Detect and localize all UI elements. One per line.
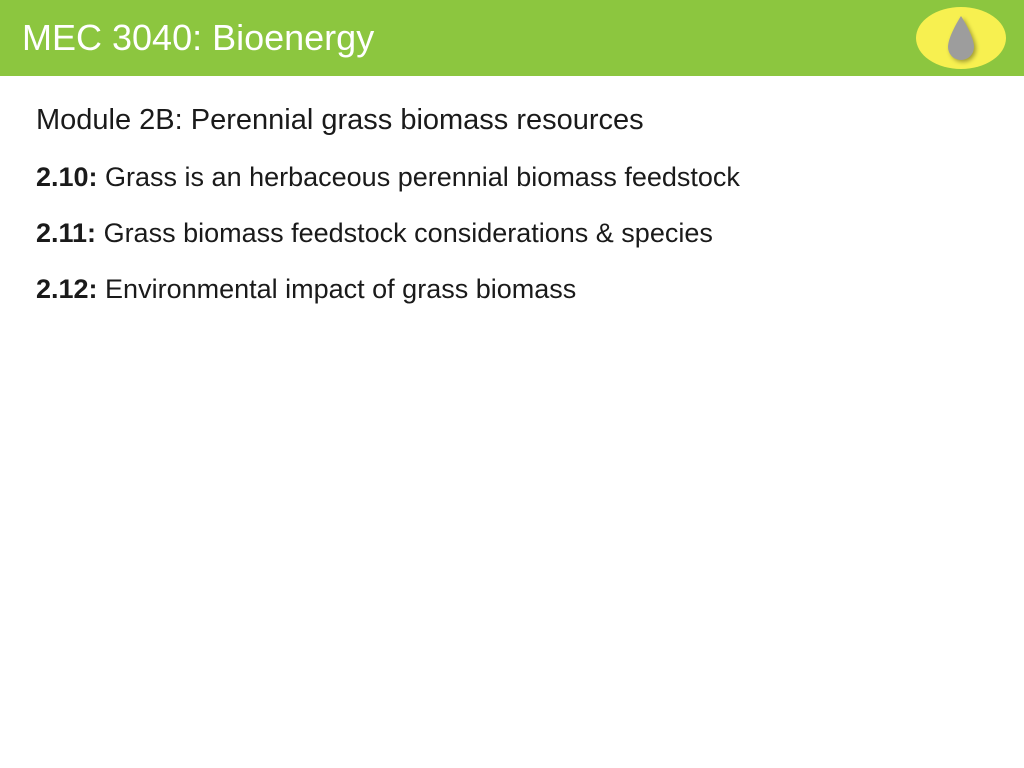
- topic-number: 2.11:: [36, 218, 96, 248]
- topic-item: 2.11: Grass biomass feedstock considerat…: [36, 217, 988, 251]
- topic-number: 2.10:: [36, 162, 98, 192]
- topic-text: Environmental impact of grass biomass: [98, 274, 577, 304]
- topic-number: 2.12:: [36, 274, 98, 304]
- topic-list: 2.10: Grass is an herbaceous perennial b…: [36, 161, 988, 306]
- course-title: MEC 3040: Bioenergy: [22, 17, 374, 59]
- topic-item: 2.10: Grass is an herbaceous perennial b…: [36, 161, 988, 195]
- topic-text: Grass is an herbaceous perennial biomass…: [98, 162, 740, 192]
- module-title: Module 2B: Perennial grass biomass resou…: [36, 104, 988, 137]
- topic-item: 2.12: Environmental impact of grass biom…: [36, 273, 988, 307]
- slide-header: MEC 3040: Bioenergy: [0, 0, 1024, 76]
- slide-content: Module 2B: Perennial grass biomass resou…: [0, 76, 1024, 306]
- drop-icon: [944, 14, 978, 62]
- logo-badge: [916, 7, 1006, 69]
- topic-text: Grass biomass feedstock considerations &…: [96, 218, 713, 248]
